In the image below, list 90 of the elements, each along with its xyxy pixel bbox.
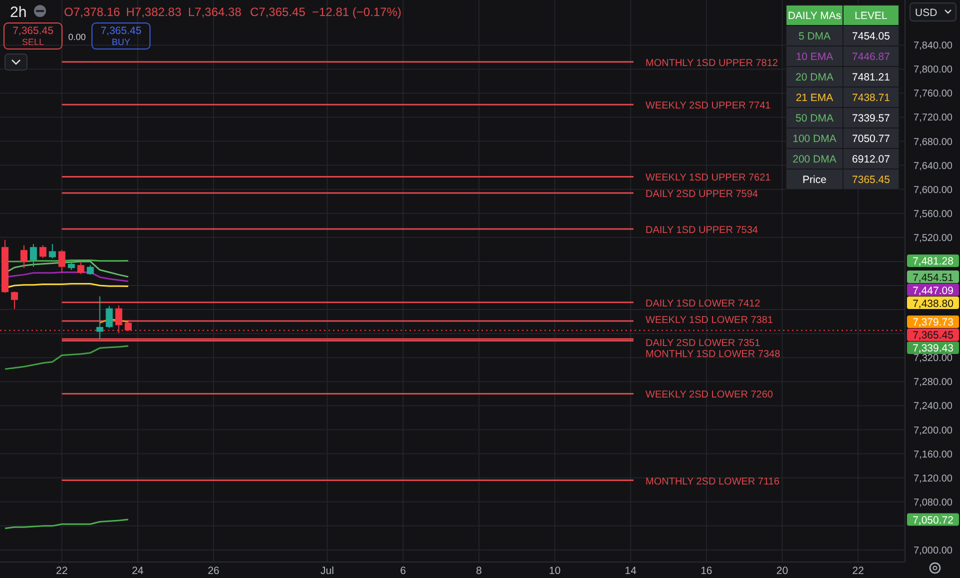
ref-line-label: MONTHLY 2SD LOWER 7116	[646, 476, 780, 488]
ref-line-label: DAILY 2SD UPPER 7594	[646, 188, 758, 200]
y-tick-label: 7,320.00	[914, 353, 953, 364]
x-tick-label: 10	[548, 565, 561, 577]
x-tick-label: 22	[852, 565, 864, 577]
annotation: 7365.45	[852, 174, 890, 186]
annotation: 7,365.45	[100, 25, 142, 37]
ref-line-label: MONTHLY 1SD UPPER 7812	[646, 58, 778, 69]
text: USD	[915, 7, 938, 19]
annotation: 50 DMA	[796, 112, 834, 124]
annotation: DAILY MAs	[788, 10, 842, 22]
line-series	[4, 345, 129, 370]
y-tick-label: 7,640.00	[914, 160, 953, 172]
y-tick-label: 7,760.00	[914, 88, 953, 100]
text: 7,447.09	[912, 284, 954, 297]
annotation: H7,382.83	[126, 5, 182, 19]
annotation: SELL	[22, 37, 44, 47]
x-tick-label: 14	[624, 565, 637, 577]
candlestick	[10, 291, 18, 310]
x-tick-label: 6	[400, 565, 406, 577]
x-tick-label: 8	[476, 565, 482, 577]
y-tick-label: 7,240.00	[914, 401, 953, 412]
text: 7,454.51	[912, 272, 954, 284]
ref-line-label: WEEKLY 2SD LOWER 7260	[646, 390, 774, 401]
annotation: 20 DMA	[796, 72, 834, 84]
y-tick-label: 7,560.00	[914, 208, 953, 220]
annotation: 21 EMA	[796, 92, 834, 104]
y-tick-label: 7,680.00	[914, 136, 953, 148]
ref-line-label: DAILY 1SD UPPER 7534	[646, 225, 758, 236]
candlestick	[106, 305, 113, 329]
text: 7,438.80	[912, 298, 954, 310]
annotation: C7,365.45	[250, 5, 306, 19]
annotation: 10 EMA	[796, 51, 834, 63]
y-tick-label: 7,280.00	[914, 377, 953, 388]
annotation: 6912.07	[852, 154, 890, 166]
candlestick	[77, 260, 84, 275]
x-tick-label: 16	[700, 565, 712, 577]
y-tick-label: 7,120.00	[914, 473, 953, 484]
annotation: 200 DMA	[792, 154, 836, 166]
ref-line-label: 7,365.45	[912, 330, 954, 342]
y-tick-label: 7,200.00	[914, 425, 953, 436]
candlestick	[86, 264, 94, 276]
annotation: 7454.05	[852, 30, 890, 42]
annotation: 7050.77	[852, 133, 890, 145]
text: 7,481.28	[912, 256, 954, 268]
y-tick-label: 7,800.00	[914, 64, 953, 76]
y-tick-label: 7,600.00	[914, 184, 953, 196]
annotation: 5 DMA	[798, 30, 831, 42]
annotation: −12.81 (−0.17%)	[312, 5, 402, 19]
annotation: 7339.57	[852, 112, 890, 124]
x-tick-label: Jul	[320, 565, 334, 577]
chart-title: 2h	[10, 4, 27, 21]
candlestick	[30, 244, 37, 268]
annotation: 0.00	[68, 32, 86, 42]
annotation: 7,365.45	[12, 25, 54, 37]
y-tick-label: 7,720.00	[914, 112, 953, 124]
annotation: LEVEL	[854, 10, 888, 22]
candlestick	[20, 244, 28, 269]
annotation: Price	[802, 174, 827, 186]
annotation: L7,364.38	[188, 5, 242, 19]
y-tick-label: 7,160.00	[914, 449, 953, 460]
y-tick-label: 7,000.00	[914, 545, 953, 556]
text: 7,339.43	[912, 342, 954, 355]
x-tick-label: 20	[776, 565, 788, 577]
annotation: O7,378.16	[64, 5, 120, 19]
x-tick-label: 26	[208, 565, 220, 577]
candlestick	[39, 244, 46, 258]
candlestick	[68, 260, 75, 270]
annotation: 7481.21	[852, 72, 890, 84]
text: 7,050.72	[912, 514, 954, 526]
ref-line-label: WEEKLY 1SD UPPER 7621	[646, 172, 772, 184]
annotation: 100 DMA	[792, 133, 836, 145]
y-tick-label: 7,840.00	[914, 40, 953, 52]
candlestick	[96, 296, 104, 340]
y-tick-label: 7,520.00	[914, 232, 953, 244]
x-tick-label: 22	[56, 565, 68, 577]
ref-line-label: DAILY 2SD LOWER 7351	[646, 338, 761, 350]
annotation: 7438.71	[852, 92, 890, 104]
text: 7,379.73	[912, 316, 954, 329]
annotation: 7446.87	[852, 51, 890, 63]
candlestick	[58, 250, 66, 274]
candlestick	[48, 244, 56, 259]
annotation: BUY	[112, 37, 130, 47]
x-tick-label: 24	[132, 565, 144, 577]
ref-line-label: DAILY 1SD LOWER 7412	[646, 298, 761, 310]
ref-line-label: MONTHLY 1SD LOWER 7348	[646, 348, 781, 360]
line-series	[4, 518, 129, 530]
ref-line-label: WEEKLY 2SD UPPER 7741	[646, 100, 772, 112]
ref-line-label: WEEKLY 1SD LOWER 7381	[646, 314, 774, 326]
y-tick-label: 7,080.00	[914, 497, 953, 508]
